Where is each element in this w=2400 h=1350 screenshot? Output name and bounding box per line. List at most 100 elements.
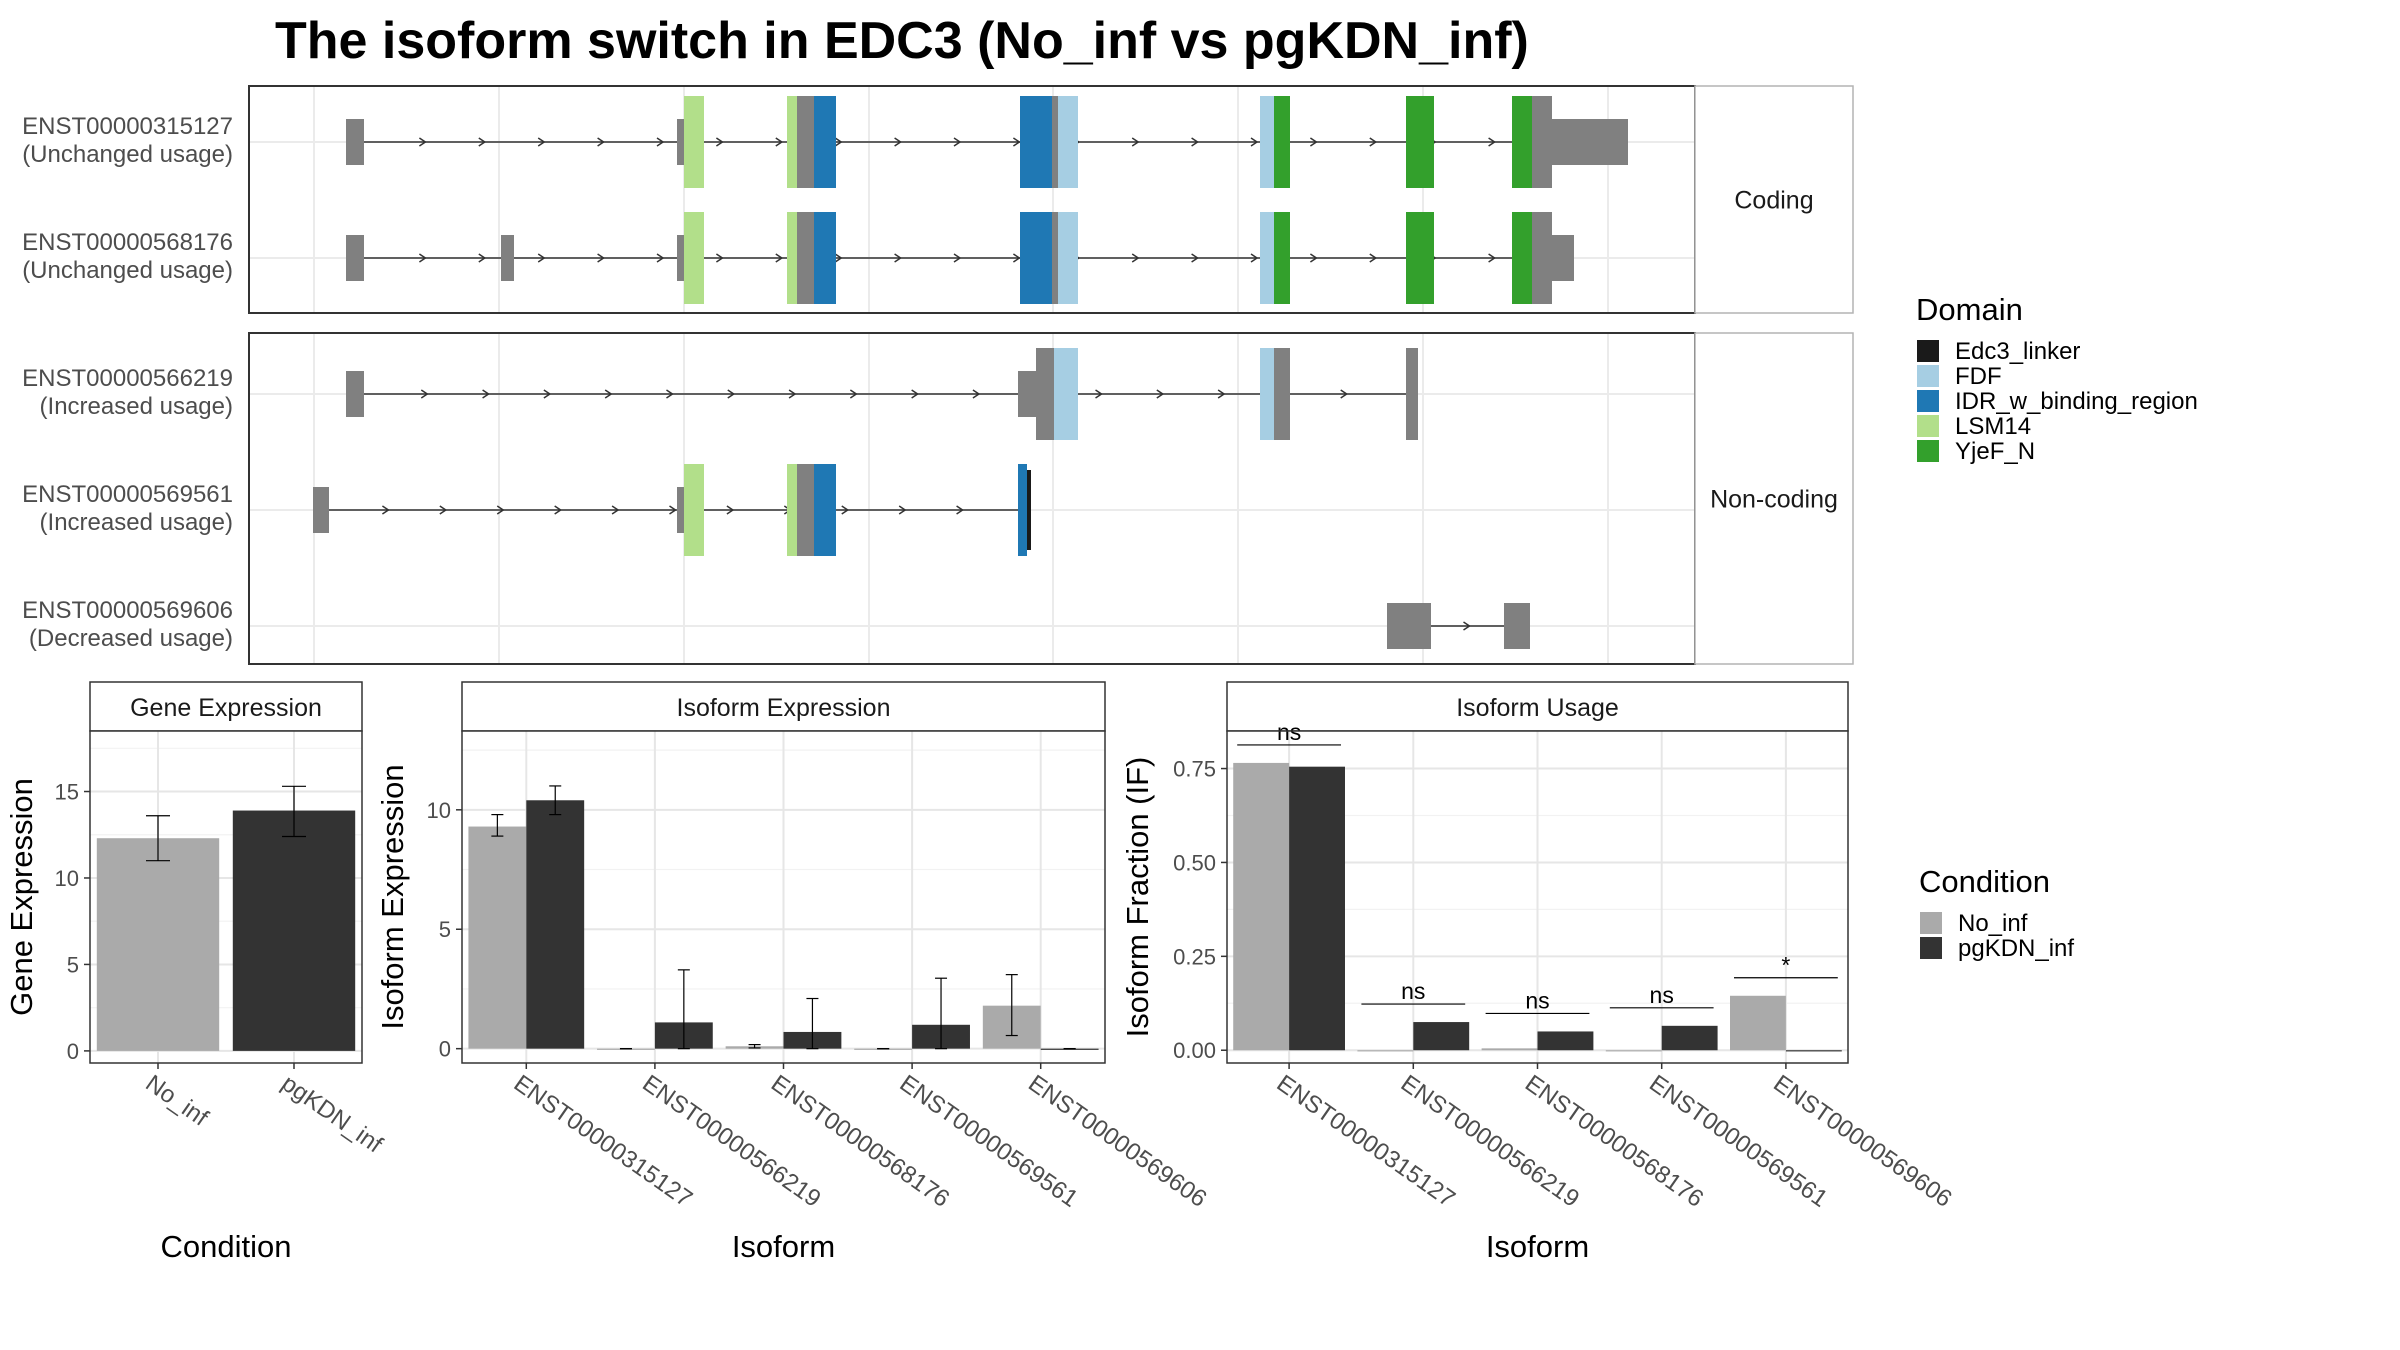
intron-direction-arrow xyxy=(775,253,784,263)
domain-legend-swatch xyxy=(1917,390,1939,412)
bar xyxy=(468,826,527,1049)
y-tick-label: 0.75 xyxy=(1173,757,1216,782)
x-tick-label: pgKDN_inf xyxy=(277,1070,388,1159)
isoform-track-label: ENST00000568176 xyxy=(22,229,233,256)
intron-direction-arrow xyxy=(597,253,605,263)
exon-block xyxy=(1387,603,1431,649)
intron-direction-arrow xyxy=(1191,137,1199,147)
isoform-track-label: ENST00000569606 xyxy=(22,597,233,624)
bar-chart-panels: Gene Expression 0 5 10 15 No_inf pgKDN_inf Cond… xyxy=(4,681,1957,1264)
intron-direction-arrow xyxy=(478,137,487,147)
domain-legend-label: FDF xyxy=(1955,363,2002,390)
domain-legend-swatch xyxy=(1917,440,1939,462)
y-tick-label: 0.00 xyxy=(1173,1038,1216,1063)
bar xyxy=(1233,762,1290,1051)
condition-legend-title: Condition xyxy=(1919,864,2050,899)
exon-block xyxy=(1552,119,1628,165)
intron-direction-arrow xyxy=(834,253,843,263)
structure-plot-background xyxy=(249,86,1695,313)
plot-border xyxy=(89,730,363,1064)
intron-direction-arrow xyxy=(1131,253,1140,263)
exon-block xyxy=(1018,371,1036,417)
exon-block xyxy=(1058,96,1078,188)
intron-direction-arrow xyxy=(418,137,427,147)
x-axis-title: Isoform xyxy=(1486,1229,1589,1264)
facet-strip xyxy=(1694,85,1854,314)
intron-direction-arrow xyxy=(726,505,735,515)
intron-direction-arrow xyxy=(537,137,546,147)
exon-block xyxy=(1532,96,1552,188)
condition-legend-label: pgKDN_inf xyxy=(1958,935,2074,962)
exon-block xyxy=(1406,212,1434,304)
intron-direction-arrow xyxy=(1012,137,1021,147)
exon-block xyxy=(1018,464,1027,556)
y-tick-label: 5 xyxy=(439,917,451,942)
y-tick-label: 0 xyxy=(67,1039,79,1064)
isoform-usage-label: (Unchanged usage) xyxy=(22,257,233,284)
y-tick-label: 10 xyxy=(55,866,79,891)
exon-block xyxy=(1274,212,1290,304)
exon-block xyxy=(1512,212,1532,304)
exon-block xyxy=(814,464,836,556)
panel-title: Gene Expression xyxy=(130,694,322,722)
legends: Domain Edc3_linkerFDFIDR_w_binding_region… xyxy=(1916,292,2198,962)
y-tick-label: 0.50 xyxy=(1173,850,1216,875)
intron-direction-arrow xyxy=(715,137,724,147)
bar xyxy=(1605,1050,1662,1052)
y-axis-title: Isoform Fraction (IF) xyxy=(1120,757,1155,1038)
intron-direction-arrow xyxy=(543,389,552,399)
intron-direction-arrow xyxy=(604,389,613,399)
exon-block xyxy=(787,96,797,188)
panel-title: Isoform Expression xyxy=(677,694,891,722)
intron-direction-arrow xyxy=(1488,137,1496,147)
y-axis-title: Gene Expression xyxy=(4,778,39,1016)
panel-strip xyxy=(1226,681,1849,732)
intron-direction-arrow xyxy=(439,505,448,515)
exon-block xyxy=(1406,96,1434,188)
y-tick-label: 15 xyxy=(55,780,79,805)
intron-direction-arrow xyxy=(1012,253,1021,263)
significance-label: ns xyxy=(1650,982,1674,1008)
intron-direction-arrow xyxy=(1131,137,1140,147)
domain-legend-label: IDR_w_binding_region xyxy=(1955,388,2198,415)
intron-direction-arrow xyxy=(418,253,427,263)
isoform-usage-label: (Increased usage) xyxy=(40,393,233,420)
exon-block xyxy=(346,235,364,281)
facet-strip xyxy=(1694,332,1854,665)
exon-block xyxy=(814,96,836,188)
y-tick-label: 5 xyxy=(67,952,79,977)
bar xyxy=(526,800,585,1049)
isoform-track-label: ENST00000569561 xyxy=(22,481,233,508)
significance-label: ns xyxy=(1525,987,1549,1013)
panel-strip xyxy=(89,681,363,732)
isoform-usage-label: (Increased usage) xyxy=(40,509,233,536)
intron-direction-arrow xyxy=(1250,253,1259,263)
structure-plot-background xyxy=(249,333,1695,664)
exon-block xyxy=(1054,348,1078,440)
intron-direction-arrow xyxy=(478,253,487,263)
intron-direction-arrow xyxy=(834,137,843,147)
intron-direction-arrow xyxy=(1191,253,1199,263)
intron-direction-arrow xyxy=(496,505,505,515)
intron-direction-arrow xyxy=(953,137,962,147)
intron-direction-arrow xyxy=(656,253,665,263)
exon-block xyxy=(787,212,797,304)
exon-block xyxy=(684,464,704,556)
significance-label: ns xyxy=(1401,978,1425,1004)
exon-block xyxy=(346,371,364,417)
intron-direction-arrow xyxy=(656,137,665,147)
domain-legend-swatch xyxy=(1917,365,1939,387)
intron-direction-arrow xyxy=(1095,389,1103,399)
panel-strip xyxy=(461,681,1106,732)
intron-direction-arrow xyxy=(841,505,850,515)
exon-block xyxy=(1260,348,1274,440)
exon-block xyxy=(1552,235,1574,281)
intron-direction-arrow xyxy=(956,505,964,515)
x-axis-title: Isoform xyxy=(732,1229,835,1264)
exon-block xyxy=(684,96,704,188)
y-axis-title: Isoform Expression xyxy=(375,764,410,1029)
exon-block xyxy=(1052,96,1058,188)
y-tick-label: 10 xyxy=(427,798,451,823)
exon-block xyxy=(1020,96,1052,188)
bar xyxy=(96,838,220,1051)
